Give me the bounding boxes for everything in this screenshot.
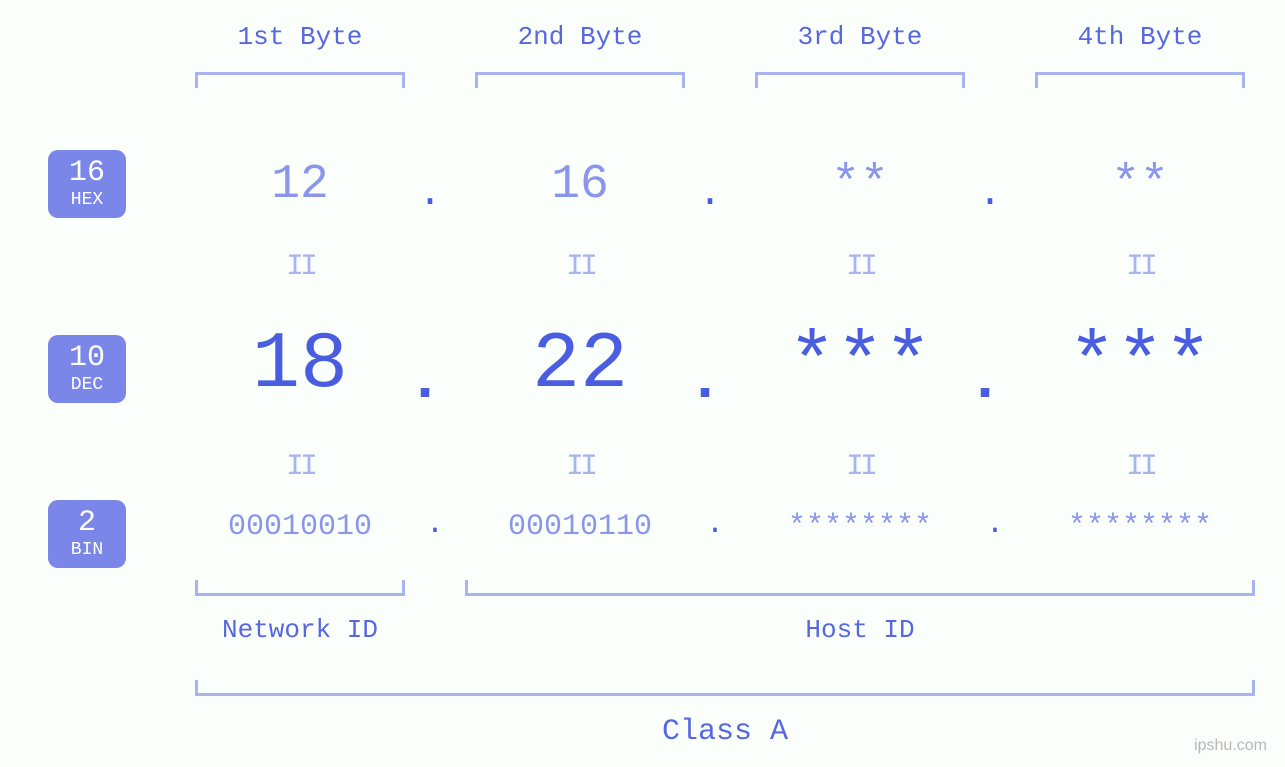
bracket-class [195,680,1255,696]
label-network-id: Network ID [200,615,400,645]
dec-byte-4: *** [1030,320,1250,411]
eq-dec-bin-4: II [1120,450,1160,484]
byte-header-3: 3rd Byte [735,22,985,52]
bin-byte-4: ******** [1020,510,1260,544]
eq-hex-dec-4: II [1120,250,1160,284]
hex-dot-2: . [690,172,730,217]
eq-dec-bin-3: II [840,450,880,484]
base-label-dec: DEC [48,375,126,397]
eq-dec-bin-1: II [280,450,320,484]
bin-dot-2: . [700,508,730,542]
label-host-id: Host ID [660,615,1060,645]
base-badge-hex: 16 HEX [48,150,126,218]
base-num-bin: 2 [48,508,126,538]
dec-dot-1: . [400,348,450,416]
bin-dot-1: . [420,508,450,542]
hex-dot-1: . [410,172,450,217]
byte-header-2: 2nd Byte [455,22,705,52]
label-class: Class A [575,715,875,749]
bracket-host [465,580,1255,596]
bracket-top-3 [755,72,965,88]
eq-hex-dec-1: II [280,250,320,284]
hex-byte-1: 12 [200,158,400,212]
eq-hex-dec-2: II [560,250,600,284]
dec-dot-3: . [960,348,1010,416]
dec-byte-3: *** [750,320,970,411]
hex-byte-3: ** [760,158,960,212]
base-num-dec: 10 [48,343,126,373]
eq-hex-dec-3: II [840,250,880,284]
hex-dot-3: . [970,172,1010,217]
watermark: ipshu.com [1194,737,1267,755]
bracket-network [195,580,405,596]
bin-dot-3: . [980,508,1010,542]
hex-byte-4: ** [1040,158,1240,212]
hex-byte-2: 16 [480,158,680,212]
base-num-hex: 16 [48,158,126,188]
base-badge-dec: 10 DEC [48,335,126,403]
bracket-top-2 [475,72,685,88]
dec-byte-1: 18 [190,320,410,411]
ip-diagram: 1st Byte 2nd Byte 3rd Byte 4th Byte 16 H… [0,0,1285,767]
dec-byte-2: 22 [470,320,690,411]
base-label-hex: HEX [48,190,126,212]
base-badge-bin: 2 BIN [48,500,126,568]
bin-byte-2: 00010110 [460,510,700,544]
eq-dec-bin-2: II [560,450,600,484]
byte-header-1: 1st Byte [175,22,425,52]
base-label-bin: BIN [48,540,126,562]
bin-byte-1: 00010010 [180,510,420,544]
byte-header-4: 4th Byte [1015,22,1265,52]
dec-dot-2: . [680,348,730,416]
bracket-top-4 [1035,72,1245,88]
bracket-top-1 [195,72,405,88]
bin-byte-3: ******** [740,510,980,544]
